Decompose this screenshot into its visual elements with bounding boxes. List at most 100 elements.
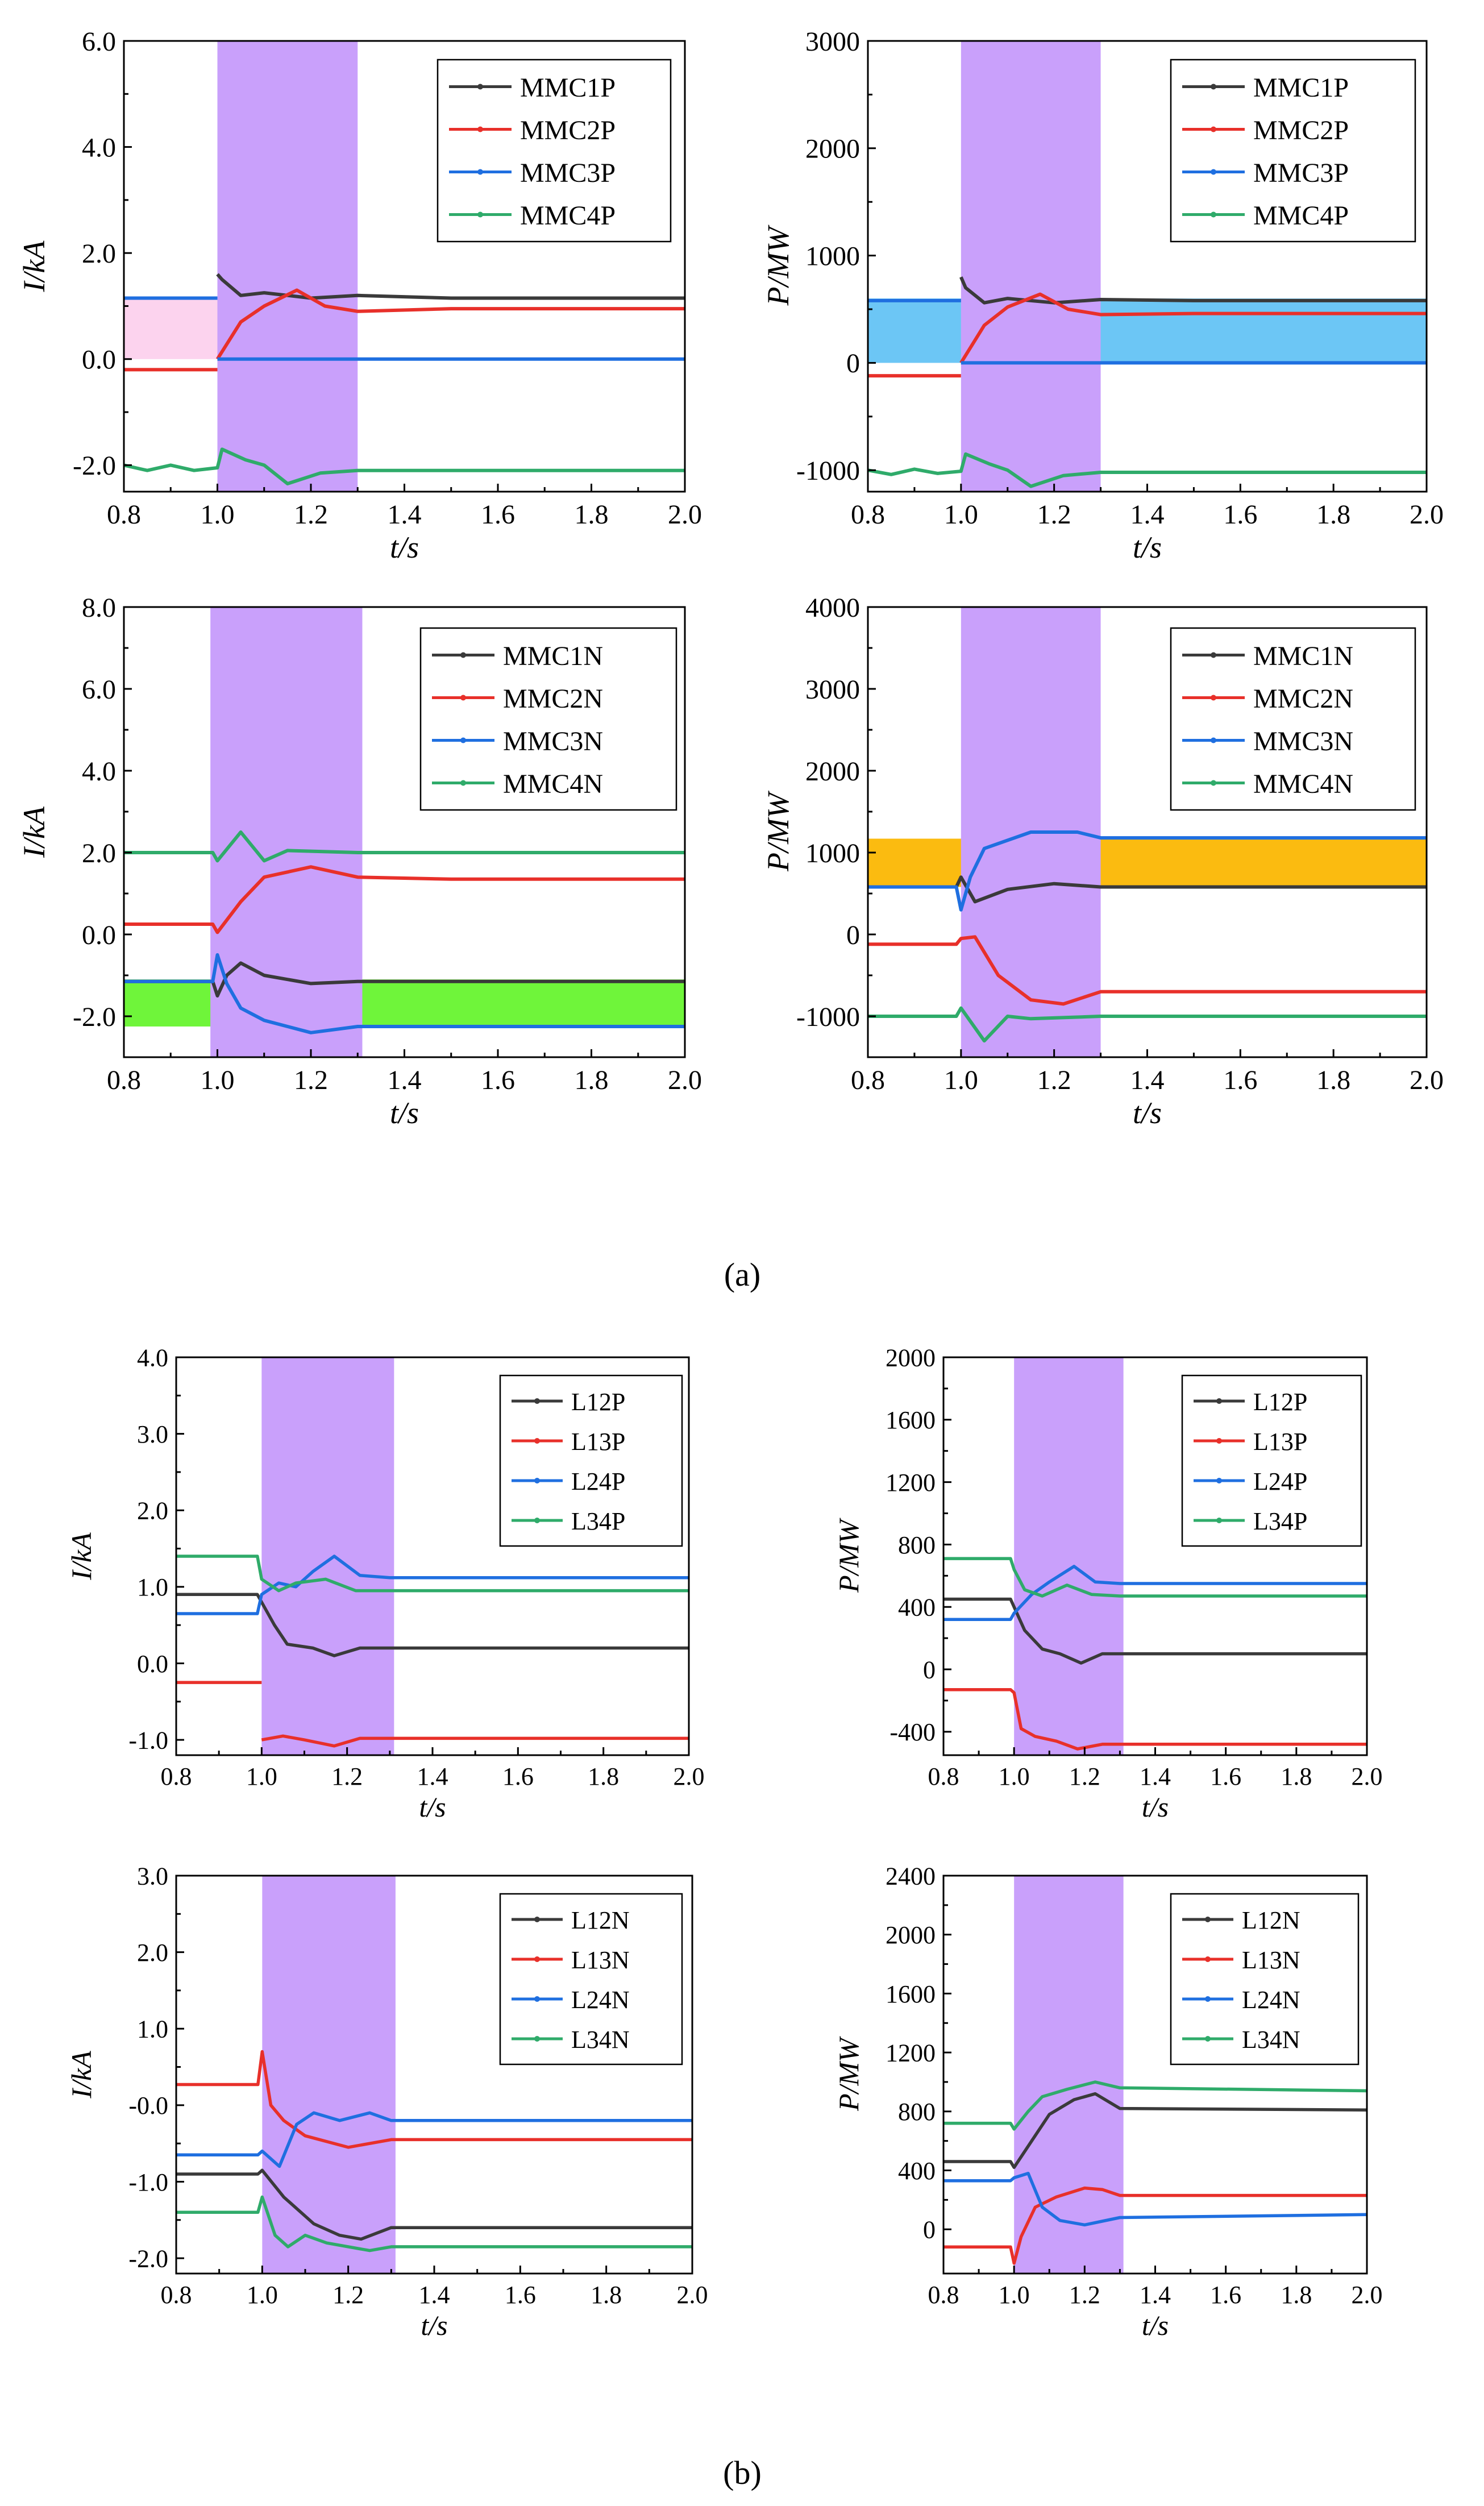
- legend-marker: [1211, 780, 1216, 786]
- chart-b2: 0.8 1.0 1.2 1.4 1.6 1.8 2.0 -400 0 400 800 1200 1600…: [833, 1344, 1383, 1823]
- x-tick-label: 1.4: [1130, 500, 1165, 530]
- x-tick-label: 1.6: [1223, 500, 1257, 530]
- legend-box: [499, 1374, 683, 1547]
- legend-marker: [460, 780, 466, 786]
- y-tick-label: 1600: [886, 1406, 936, 1434]
- legend-box: [419, 627, 677, 811]
- y-tick-label: -1.0: [128, 2168, 168, 2196]
- legend-label-mmc3n: MMC3N: [503, 726, 603, 757]
- legend: MMC1N MMC2N MMC3N MMC4N: [419, 627, 677, 811]
- series-line-l12n: [176, 2168, 692, 2241]
- series-line-mmc4n: [868, 1006, 1427, 1043]
- x-tick-label: 1.2: [1069, 2281, 1100, 2309]
- y-tick-label: 3.0: [137, 1420, 168, 1448]
- y-tick-label: -400: [889, 1718, 936, 1746]
- legend-label-l13p: L13P: [1253, 1428, 1307, 1456]
- y-axis-label: I/kA: [65, 1532, 97, 1581]
- y-axis-label: I/kA: [17, 240, 51, 293]
- x-tick-label: 1.8: [1281, 1763, 1312, 1790]
- fault-window: [1014, 1357, 1124, 1755]
- legend-label-l12n: L12N: [571, 1906, 630, 1934]
- chart-b4: 0.8 1.0 1.2 1.4 1.6 1.8 2.0 0 400 800 1200 1600 2000…: [833, 1862, 1383, 2341]
- y-tick-label: 2000: [805, 134, 860, 164]
- y-tick-label: 6.0: [82, 675, 116, 705]
- legend-marker: [1205, 2036, 1211, 2042]
- legend-label-mmc1n: MMC1N: [1253, 641, 1353, 671]
- y-tick-label: -0.0: [128, 2092, 168, 2119]
- legend-label-l13n: L13N: [1242, 1946, 1300, 1974]
- y-tick-label: -2.0: [128, 2245, 168, 2272]
- x-tick-label: 1.4: [419, 2281, 450, 2309]
- x-tick-label: 1.6: [502, 1763, 534, 1790]
- legend-label-mmc1n: MMC1N: [503, 641, 603, 671]
- fault-window: [961, 41, 1101, 492]
- legend-label-mmc1p: MMC1P: [520, 73, 616, 103]
- series-line-l13p: [943, 1688, 1367, 1751]
- x-tick-label: 1.8: [1316, 1065, 1350, 1095]
- x-tick-label: 1.2: [1037, 500, 1071, 530]
- x-tick-label: 1.8: [575, 500, 609, 530]
- series-line-mmc4p: [124, 447, 685, 485]
- legend-label-l24n: L24N: [571, 1986, 630, 2014]
- y-tick-label: 1600: [886, 1980, 936, 2008]
- legend-label-l24p: L24P: [571, 1468, 625, 1495]
- series-line-l24n: [943, 2171, 1367, 2227]
- y-tick-label: 4.0: [137, 1344, 168, 1372]
- chart-b3: 0.8 1.0 1.2 1.4 1.6 1.8 2.0 -2.0 -1.0 -0.0 1.0 2.0 3…: [65, 1862, 708, 2341]
- series-line-l24p: [176, 1555, 689, 1615]
- y-tick-label: 800: [898, 1531, 936, 1559]
- y-tick-label: 0: [923, 1656, 936, 1684]
- legend-label-mmc4p: MMC4P: [520, 201, 616, 231]
- x-tick-label: 2.0: [668, 1065, 702, 1095]
- y-tick-label: 800: [898, 2098, 936, 2126]
- y-axis-label: P/MW: [761, 225, 795, 306]
- x-tick-label: 1.2: [294, 1065, 328, 1095]
- fault-window: [1014, 1876, 1124, 2274]
- series-line-l24p: [943, 1565, 1367, 1621]
- legend-label-mmc2n: MMC2N: [503, 684, 603, 714]
- legend-label-l34n: L34N: [1242, 2026, 1300, 2054]
- y-axis-label: I/kA: [65, 2051, 97, 2099]
- legend-marker: [477, 126, 483, 132]
- legend-label-mmc4p: MMC4P: [1253, 201, 1349, 231]
- legend-box: [499, 1893, 683, 2066]
- legend-label-l13p: L13P: [571, 1428, 625, 1456]
- x-axis-label: t/s: [421, 2309, 447, 2341]
- x-tick-label: 1.8: [588, 1763, 619, 1790]
- x-tick-label: 2.0: [1410, 1065, 1444, 1095]
- legend-label-mmc3p: MMC3P: [520, 158, 616, 188]
- legend-marker: [477, 211, 483, 218]
- series-line-l34p: [943, 1557, 1367, 1598]
- fault-window: [262, 1876, 396, 2274]
- y-tick-label: 2.0: [137, 1497, 168, 1525]
- series-line-l13n: [176, 2050, 692, 2149]
- legend-box: [1170, 627, 1416, 811]
- y-tick-label: 4000: [805, 593, 860, 623]
- x-axis-label: t/s: [390, 530, 419, 564]
- y-tick-label: 1200: [886, 2039, 936, 2067]
- fault-window: [217, 41, 358, 492]
- legend-marker: [1205, 1996, 1211, 2002]
- chart-b1: 0.8 1.0 1.2 1.4 1.6 1.8 2.0 -1.0 0.0 1.0 2.0 3.0 4.0…: [65, 1344, 705, 1823]
- x-tick-label: 1.6: [1210, 1763, 1241, 1790]
- legend-marker: [1216, 1438, 1222, 1444]
- legend-marker: [1216, 1398, 1222, 1404]
- legend-box: [437, 59, 672, 243]
- x-tick-label: 1.0: [944, 500, 978, 530]
- y-axis-label: P/MW: [761, 790, 795, 872]
- y-tick-label: 2000: [886, 1921, 936, 1949]
- x-tick-label: 1.4: [1140, 2281, 1171, 2309]
- x-axis-label: t/s: [1142, 2309, 1169, 2341]
- y-tick-label: 1000: [805, 838, 860, 868]
- legend-marker: [1211, 169, 1216, 175]
- x-tick-label: 2.0: [1352, 2281, 1383, 2309]
- legend-marker: [534, 1398, 540, 1404]
- legend-label-l24n: L24N: [1242, 1986, 1300, 2014]
- legend-label-l24p: L24P: [1253, 1468, 1307, 1495]
- x-tick-label: 1.0: [944, 1065, 978, 1095]
- x-tick-label: 1.8: [1281, 2281, 1312, 2309]
- legend-marker: [477, 84, 483, 90]
- x-tick-label: 1.0: [201, 1065, 235, 1095]
- x-tick-label: 1.6: [1223, 1065, 1257, 1095]
- y-axis-label: I/kA: [17, 806, 51, 858]
